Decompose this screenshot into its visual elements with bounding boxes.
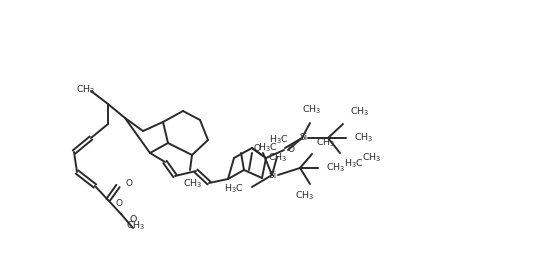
- Text: H$_3$C: H$_3$C: [344, 158, 364, 170]
- Text: CH$_3$: CH$_3$: [354, 132, 373, 144]
- Text: O: O: [116, 199, 123, 208]
- Text: CH$_3$: CH$_3$: [362, 152, 382, 165]
- Text: CH$_3$: CH$_3$: [316, 136, 336, 149]
- Text: CH$_3$: CH$_3$: [302, 103, 322, 116]
- Text: CH$_3$: CH$_3$: [126, 219, 146, 232]
- Text: H$_3$C: H$_3$C: [224, 183, 244, 195]
- Text: O: O: [254, 144, 261, 153]
- Text: O: O: [129, 216, 137, 225]
- Text: H$_3$C: H$_3$C: [258, 142, 278, 154]
- Text: Si: Si: [268, 170, 276, 179]
- Text: H$_3$C: H$_3$C: [269, 133, 289, 146]
- Text: CH$_3$: CH$_3$: [326, 162, 345, 174]
- Text: O: O: [287, 145, 294, 155]
- Text: O: O: [125, 179, 132, 188]
- Text: CH$_3$: CH$_3$: [76, 84, 96, 97]
- Text: CH$_3$: CH$_3$: [350, 105, 370, 118]
- Text: CH$_3$: CH$_3$: [183, 177, 203, 189]
- Text: Si: Si: [299, 133, 307, 143]
- Text: CH$_3$: CH$_3$: [295, 190, 315, 202]
- Text: CH$_3$: CH$_3$: [268, 151, 288, 164]
